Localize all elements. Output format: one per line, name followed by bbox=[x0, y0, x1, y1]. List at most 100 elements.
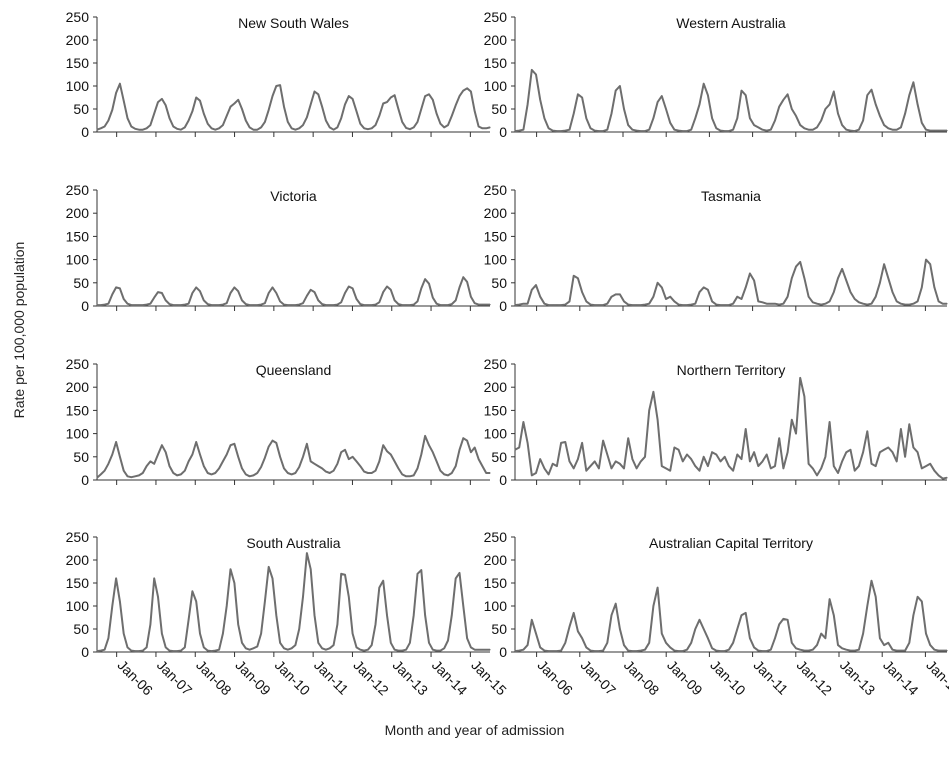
data-point bbox=[736, 296, 738, 298]
data-point bbox=[539, 646, 541, 649]
data-point bbox=[875, 296, 877, 298]
data-point bbox=[359, 123, 361, 125]
data-point bbox=[610, 467, 613, 469]
data-point bbox=[420, 453, 422, 456]
data-point bbox=[531, 619, 533, 621]
data-point bbox=[229, 106, 232, 108]
data-point bbox=[745, 428, 747, 430]
data-point bbox=[606, 129, 608, 131]
data-point bbox=[938, 650, 940, 652]
data-point bbox=[938, 300, 940, 302]
y-axis-title: Rate per 100,000 population bbox=[11, 241, 27, 419]
data-point bbox=[694, 303, 696, 305]
y-tick-label: 50 bbox=[491, 621, 507, 637]
x-tick-label: Jan-07 bbox=[578, 657, 620, 699]
data-point bbox=[761, 460, 764, 462]
data-point bbox=[386, 450, 388, 452]
data-point bbox=[237, 456, 239, 458]
data-point bbox=[462, 90, 464, 92]
data-point bbox=[397, 467, 399, 469]
y-tick-label: 50 bbox=[491, 449, 507, 465]
data-point bbox=[325, 304, 327, 306]
data-point bbox=[640, 130, 642, 132]
data-point bbox=[466, 87, 468, 89]
data-point bbox=[138, 650, 140, 652]
data-point bbox=[130, 476, 132, 478]
x-tick-label: Jan-06 bbox=[115, 657, 157, 699]
data-point bbox=[719, 460, 722, 462]
data-point bbox=[795, 433, 797, 435]
data-point bbox=[531, 69, 533, 71]
data-point bbox=[690, 129, 692, 131]
data-point bbox=[678, 130, 680, 132]
data-point bbox=[627, 304, 629, 306]
data-point bbox=[820, 304, 822, 306]
data-point bbox=[226, 605, 228, 607]
data-point bbox=[711, 300, 713, 302]
data-point bbox=[111, 293, 113, 295]
data-point bbox=[619, 85, 621, 87]
data-point bbox=[883, 263, 885, 265]
x-tick-label: Jan-08 bbox=[621, 657, 663, 699]
data-point bbox=[707, 637, 709, 639]
data-point bbox=[146, 127, 148, 129]
data-point bbox=[466, 440, 468, 442]
data-point bbox=[416, 121, 419, 123]
y-tick-label: 150 bbox=[66, 575, 90, 591]
data-point bbox=[833, 291, 835, 293]
data-point bbox=[348, 95, 350, 97]
data-point bbox=[925, 633, 927, 635]
data-point bbox=[123, 633, 125, 635]
data-point bbox=[728, 130, 730, 132]
data-point bbox=[146, 304, 148, 306]
data-point bbox=[271, 577, 274, 580]
data-point bbox=[432, 99, 434, 101]
data-point bbox=[648, 409, 650, 411]
data-point bbox=[858, 301, 860, 303]
data-point bbox=[424, 614, 426, 616]
series-line bbox=[514, 579, 947, 653]
data-point bbox=[275, 614, 277, 616]
data-point bbox=[682, 130, 684, 132]
data-point bbox=[478, 649, 480, 651]
data-point bbox=[631, 304, 634, 306]
series-line bbox=[514, 376, 948, 480]
data-point bbox=[581, 291, 583, 293]
data-point bbox=[858, 649, 860, 651]
data-point bbox=[568, 300, 571, 302]
data-point bbox=[394, 94, 396, 96]
data-point bbox=[458, 286, 461, 288]
data-point bbox=[833, 614, 835, 616]
panel-title: Queensland bbox=[256, 362, 332, 378]
data-point bbox=[870, 89, 873, 91]
data-point bbox=[795, 647, 797, 649]
y-tick-label: 200 bbox=[66, 205, 90, 221]
x-tick-label: Jan-12 bbox=[350, 657, 392, 699]
data-point bbox=[138, 474, 140, 476]
data-point bbox=[329, 126, 331, 128]
data-point bbox=[264, 121, 266, 123]
data-point bbox=[207, 650, 209, 652]
data-point bbox=[348, 458, 350, 460]
data-point bbox=[363, 127, 365, 129]
y-tick-label: 50 bbox=[73, 449, 89, 465]
data-point bbox=[522, 421, 525, 423]
data-point bbox=[115, 577, 117, 580]
data-point bbox=[518, 650, 520, 652]
data-point bbox=[405, 127, 407, 129]
y-tick-label: 100 bbox=[66, 252, 90, 268]
data-point bbox=[451, 472, 453, 474]
data-point bbox=[908, 304, 910, 306]
data-point bbox=[321, 303, 323, 305]
data-point bbox=[268, 292, 270, 294]
data-point bbox=[715, 304, 717, 306]
data-point bbox=[291, 473, 293, 475]
data-point bbox=[340, 573, 342, 575]
data-point bbox=[619, 628, 621, 630]
data-point bbox=[294, 644, 296, 646]
data-point bbox=[264, 457, 266, 459]
data-point bbox=[896, 460, 898, 462]
data-point bbox=[195, 600, 197, 603]
data-point bbox=[207, 123, 209, 125]
data-point bbox=[256, 304, 258, 306]
